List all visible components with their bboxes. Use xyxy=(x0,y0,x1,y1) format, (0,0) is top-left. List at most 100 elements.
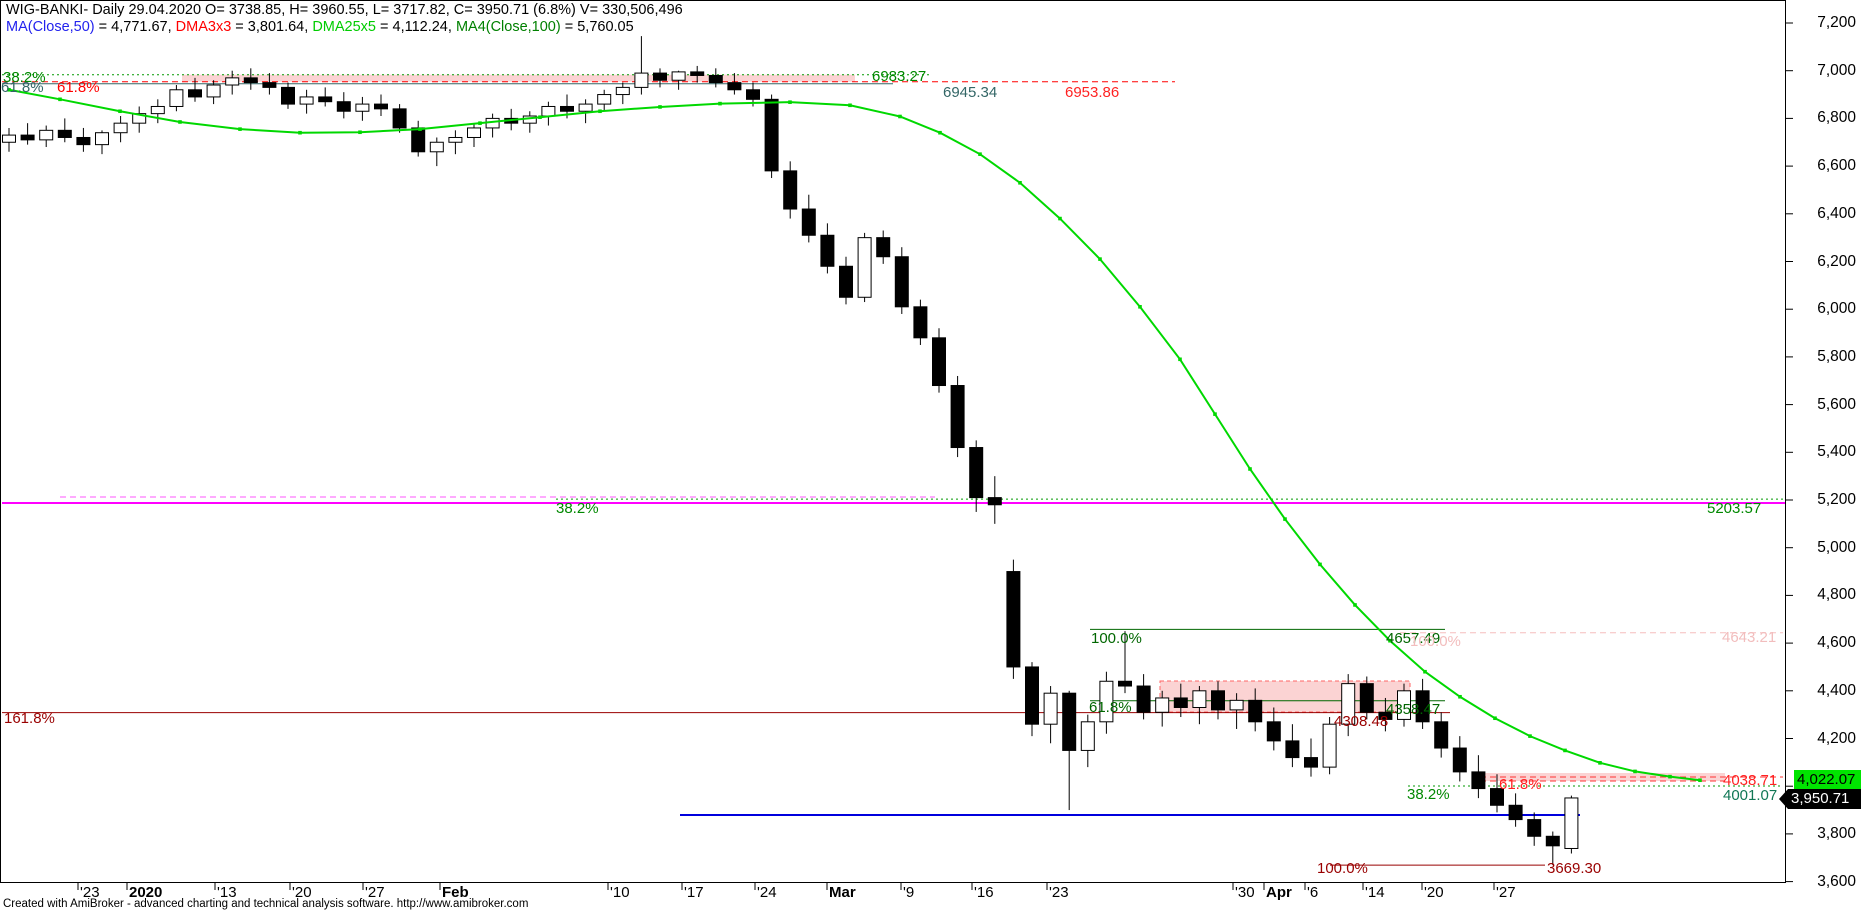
candle-up xyxy=(597,94,612,105)
y-axis-label: 6,200 xyxy=(1817,252,1856,270)
candle-down xyxy=(1062,692,1077,751)
amibroker-credit-text: Created with AmiBroker - advanced charti… xyxy=(3,898,529,910)
indicator-legend-segment: MA4(Close,100) xyxy=(455,19,561,35)
y-axis-label: 4,800 xyxy=(1817,586,1856,604)
candle-up xyxy=(1043,692,1058,725)
last-price-badge-text: 3,950.71 xyxy=(1791,790,1850,807)
candle-up xyxy=(95,132,109,146)
candle-down xyxy=(1415,690,1430,723)
moving-average-marker xyxy=(418,127,422,131)
moving-average-marker xyxy=(1668,774,1672,779)
candle-down xyxy=(1471,771,1486,790)
candle-up xyxy=(1229,699,1244,711)
fib-level-label: 61.8% xyxy=(1499,776,1542,793)
candle-up xyxy=(225,77,240,86)
candle-down xyxy=(1527,819,1542,837)
candle-down xyxy=(839,265,853,298)
fib-level-label: 5203.57 xyxy=(1707,500,1762,517)
candle-up xyxy=(671,71,686,81)
moving-average-marker xyxy=(718,101,722,106)
candle-up xyxy=(169,89,184,107)
fib-level-label: 4038.71 xyxy=(1723,772,1778,789)
candle-up xyxy=(1192,690,1207,708)
candle-down xyxy=(987,497,1002,506)
candle-down xyxy=(1266,721,1281,742)
moving-average-marker xyxy=(788,100,792,104)
moving-average-marker xyxy=(1058,216,1062,221)
fib-level-label: 3669.30 xyxy=(1547,860,1602,877)
candle-down xyxy=(801,208,816,236)
candle-up xyxy=(1322,723,1337,768)
candle-down xyxy=(336,101,351,112)
candle-down xyxy=(1434,721,1449,749)
candle-up xyxy=(150,105,165,115)
moving-average-marker xyxy=(938,130,942,135)
candle-down xyxy=(876,237,891,258)
moving-average-marker xyxy=(58,97,62,102)
moving-average-marker xyxy=(1213,412,1217,416)
fib-level-label: 4657.49 xyxy=(1386,630,1441,647)
candle-up xyxy=(448,136,463,143)
x-axis-label: '13 xyxy=(217,884,237,901)
candle-down xyxy=(708,74,723,84)
y-axis-label: 5,400 xyxy=(1817,443,1856,461)
fib-level-label: 4308.48 xyxy=(1334,713,1389,730)
indicator-value-badge-text: 4,022.07 xyxy=(1797,771,1856,788)
indicator-legend-segment: MA(Close,50) xyxy=(6,19,95,35)
indicator-value-badge: 4,022.07 xyxy=(1794,770,1861,789)
x-axis-label: '16 xyxy=(974,884,994,901)
candle-down xyxy=(932,337,946,387)
y-axis-label: 7,200 xyxy=(1817,14,1856,31)
moving-average-marker xyxy=(978,152,982,156)
x-axis-label: Apr xyxy=(1266,884,1292,901)
x-axis-label: '14 xyxy=(1365,884,1385,901)
candle-down xyxy=(188,89,202,98)
fib-level-label: 4358.47 xyxy=(1386,701,1441,718)
candle-down xyxy=(764,98,779,172)
y-axis-label: 6,000 xyxy=(1817,300,1856,318)
candle-down xyxy=(820,234,835,267)
candle-down xyxy=(746,89,760,100)
candle-down xyxy=(783,170,798,210)
x-axis-label: '9 xyxy=(903,884,915,901)
candle-down xyxy=(1136,685,1151,713)
candle-up xyxy=(857,237,872,298)
candle-up xyxy=(2,134,16,143)
x-axis-label: '6 xyxy=(1307,884,1319,901)
moving-average-marker xyxy=(1318,562,1322,567)
candle-down xyxy=(1285,740,1300,759)
candle-up xyxy=(1341,683,1356,725)
moving-average-marker xyxy=(118,109,122,114)
moving-average-marker xyxy=(1528,734,1532,738)
fib-level-label: 38.2% xyxy=(3,69,46,86)
chart-title: WIG-BANKI- Daily 29.04.2020 O= 3738.85, … xyxy=(6,2,683,18)
moving-average-marker xyxy=(598,109,602,114)
moving-average-marker xyxy=(1283,517,1287,521)
candle-down xyxy=(1452,747,1467,773)
y-axis-label: 5,000 xyxy=(1817,538,1856,556)
y-axis-label: 3,600 xyxy=(1817,872,1856,890)
moving-average-marker xyxy=(1138,305,1142,309)
moving-average-marker xyxy=(1098,257,1102,261)
candle-up xyxy=(299,96,314,105)
moving-average-marker xyxy=(1598,761,1602,765)
candle-down xyxy=(1006,571,1021,668)
fib-level-label: 61.8% xyxy=(57,79,100,96)
fib-level-label: 100.0% xyxy=(1317,860,1368,877)
indicator-legend-segment: DMA3x3 xyxy=(175,19,232,35)
candle-down xyxy=(57,129,72,138)
moving-average-marker xyxy=(1353,603,1357,607)
y-axis-label: 6,800 xyxy=(1817,109,1856,127)
moving-average-marker xyxy=(848,103,852,108)
x-axis-label: '30 xyxy=(1235,884,1255,901)
y-axis-label: 5,600 xyxy=(1817,395,1856,413)
y-axis-label: 5,200 xyxy=(1817,491,1856,508)
moving-average-marker xyxy=(898,114,902,119)
candle-down xyxy=(1490,788,1504,806)
moving-average-marker xyxy=(358,130,362,135)
candle-down xyxy=(1248,699,1263,723)
moving-average-marker xyxy=(298,130,302,135)
indicator-legend: MA(Close,50) = 4,771.67, DMA3x3 = 3,801.… xyxy=(6,19,634,35)
candle-down xyxy=(727,82,742,91)
